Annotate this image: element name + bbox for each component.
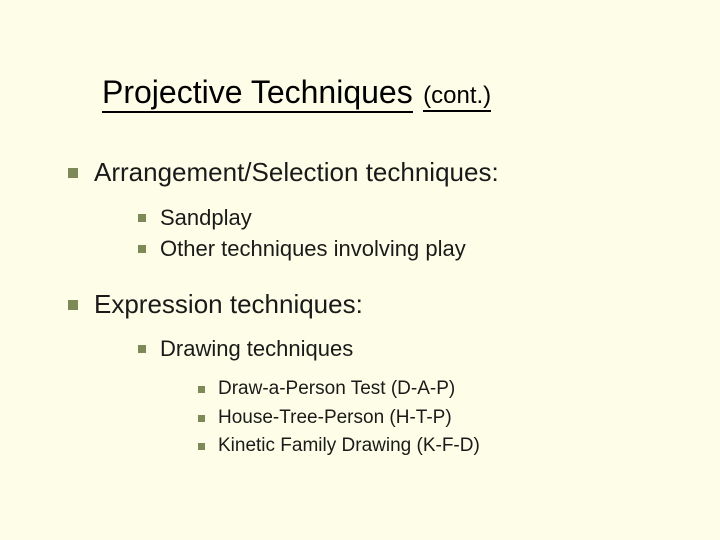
slide-title: Projective Techniques [102,74,413,113]
bullet-list-level3: Draw-a-Person Test (D-A-P) House-Tree-Pe… [196,376,680,460]
bullet-text: Drawing techniques [160,336,353,361]
bullet-text: House-Tree-Person (H-T-P) [218,407,452,428]
bullet-text: Other techniques involving play [160,236,466,261]
bullet-list-level1: Arrangement/Selection techniques: Sandpl… [60,156,680,460]
list-item: Other techniques involving play [134,234,680,264]
bullet-list-level2: Sandplay Other techniques involving play [134,203,680,264]
slide-title-wrap: Projective Techniques (cont.) [102,74,491,111]
bullet-list-level2: Drawing techniques Draw-a-Person Test (D… [134,334,680,459]
slide-content: Arrangement/Selection techniques: Sandpl… [60,156,680,484]
list-item: Drawing techniques Draw-a-Person Test (D… [134,334,680,459]
bullet-text: Kinetic Family Drawing (K-F-D) [218,435,480,456]
list-item: House-Tree-Person (H-T-P) [196,405,680,432]
bullet-text: Sandplay [160,205,252,230]
slide-title-suffix: (cont.) [423,82,491,112]
list-item: Sandplay [134,203,680,233]
list-item: Expression techniques: Drawing technique… [60,288,680,460]
list-item: Arrangement/Selection techniques: Sandpl… [60,156,680,264]
bullet-text: Expression techniques: [94,289,363,319]
bullet-text: Draw-a-Person Test (D-A-P) [218,378,455,399]
slide: Projective Techniques (cont.) Arrangemen… [0,0,720,540]
bullet-text: Arrangement/Selection techniques: [94,157,499,187]
list-item: Draw-a-Person Test (D-A-P) [196,376,680,403]
list-item: Kinetic Family Drawing (K-F-D) [196,433,680,460]
